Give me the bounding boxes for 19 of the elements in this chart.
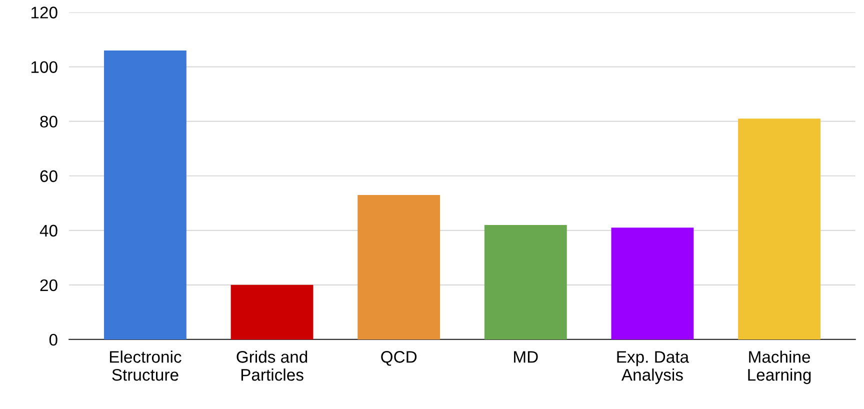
bar [104, 50, 186, 340]
bar [484, 224, 567, 340]
y-tick-label: 0 [49, 334, 58, 346]
y-tick-label: 100 [31, 61, 58, 74]
y-tick-label: 40 [40, 224, 58, 237]
bar [358, 194, 440, 340]
y-tick-label: 60 [40, 170, 58, 182]
bar [230, 284, 314, 340]
x-tick-label: Grids and Particles [236, 350, 308, 381]
y-tick-label: 20 [40, 279, 58, 292]
x-tick-label: Machine Learning [748, 350, 811, 384]
x-tick-label: MD [514, 351, 538, 363]
x-tick-label: Exp. Data Analysis [617, 351, 690, 384]
bar [738, 118, 820, 340]
x-tick-label: Electronic Structure [110, 350, 182, 381]
y-tick-label: 80 [40, 116, 58, 128]
bar [611, 228, 694, 340]
y-tick-label: 120 [31, 6, 58, 18]
x-tick-label: QCD [381, 351, 417, 366]
